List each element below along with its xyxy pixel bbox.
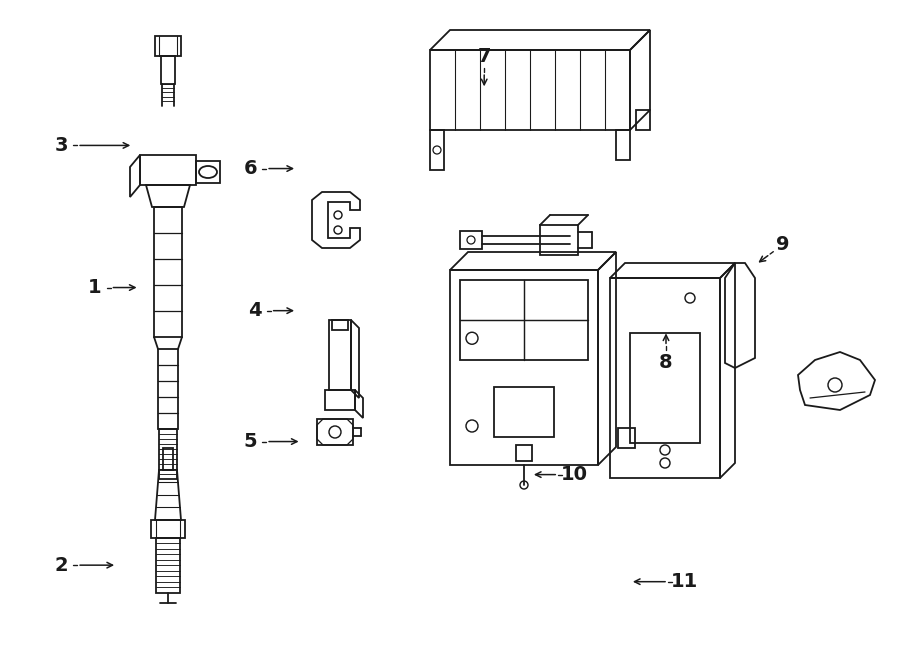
Text: 9: 9	[776, 235, 790, 254]
Text: 5: 5	[243, 432, 257, 451]
Text: 10: 10	[561, 465, 588, 484]
Text: 6: 6	[243, 159, 257, 178]
Text: 7: 7	[478, 47, 491, 65]
Text: 1: 1	[87, 278, 102, 297]
Text: 4: 4	[248, 301, 262, 320]
Text: 8: 8	[659, 353, 673, 371]
Text: 11: 11	[670, 572, 698, 591]
Text: 2: 2	[54, 556, 68, 574]
Text: 3: 3	[55, 136, 68, 155]
